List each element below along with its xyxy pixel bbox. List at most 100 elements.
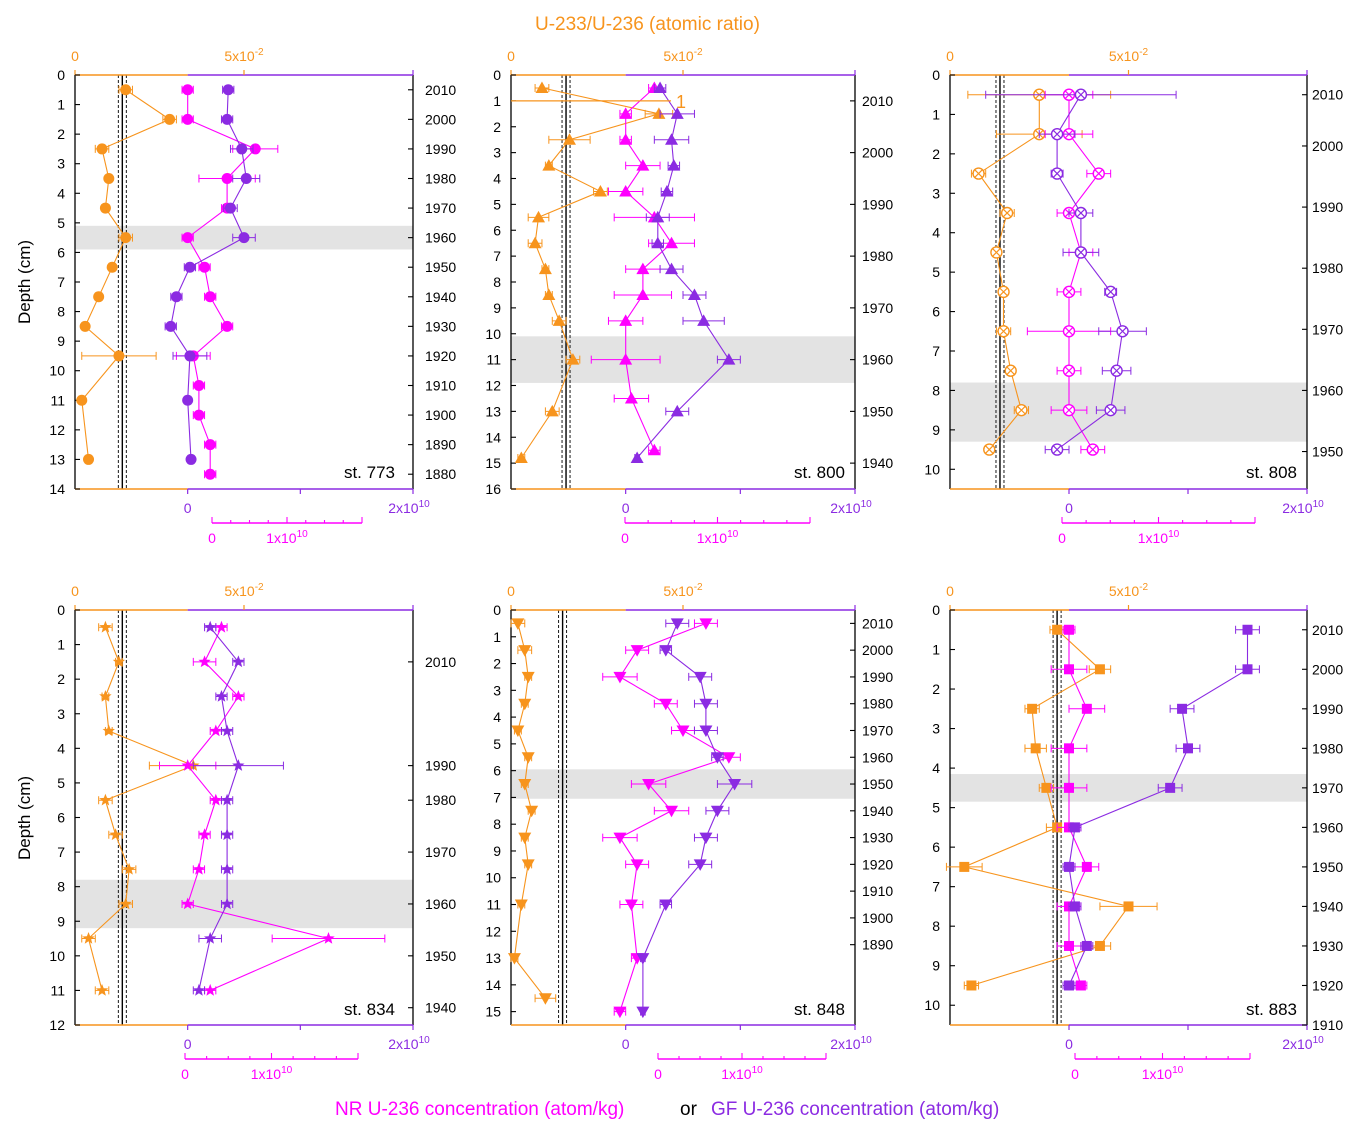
nr-tick-label: 1x1010 (1142, 1065, 1184, 1082)
y-axis-label: Depth (cm) (15, 240, 34, 324)
ratio-point (83, 453, 95, 465)
year-tick-label: 1950 (425, 948, 456, 964)
gf-point (220, 897, 234, 910)
ratio-point (652, 107, 666, 119)
depth-tick-label: 9 (57, 913, 65, 929)
ratio-point (79, 320, 91, 332)
ratio-point-cross (1017, 405, 1026, 415)
depth-tick-label: 10 (49, 948, 65, 964)
nr-point (209, 793, 222, 806)
nr-tick-label: 1x1010 (266, 529, 308, 546)
depth-tick-label: 0 (932, 67, 940, 83)
year-tick-label: 1920 (425, 348, 456, 364)
ratio-tick-label: 0 (71, 48, 79, 64)
ratio-point (518, 645, 532, 657)
ratio-line (977, 94, 1040, 450)
depth-tick-label: 4 (57, 740, 65, 756)
gf-tick-label: 0 (622, 1036, 630, 1052)
ratio-point (538, 993, 552, 1005)
gf-point (1242, 664, 1253, 675)
depth-tick-label: 1 (932, 642, 940, 658)
nr-point (676, 725, 690, 737)
gf-point (651, 210, 665, 223)
nr-point (204, 468, 216, 480)
year-tick-label: 1960 (425, 230, 456, 246)
nr-point (193, 380, 205, 391)
year-tick-label: 1960 (862, 749, 893, 765)
ratio-point (112, 655, 126, 668)
ratio-point (514, 451, 528, 463)
gf-point (232, 655, 245, 668)
year-tick-label: 1880 (425, 466, 456, 482)
depth-tick-label: 7 (493, 248, 501, 264)
ratio-point (93, 291, 105, 303)
nr-point (221, 320, 233, 332)
nr-point (182, 84, 194, 96)
ratio-point (99, 690, 112, 702)
depth-tick-label: 15 (485, 1004, 501, 1020)
ratio-point (528, 236, 542, 249)
gf-point (224, 202, 236, 214)
ratio-point-cross (984, 445, 994, 454)
gf-point (687, 288, 701, 300)
ratio-point (511, 725, 525, 737)
gf-point (220, 828, 234, 841)
gf-point (1081, 940, 1092, 951)
year-tick-label: 1890 (425, 437, 456, 453)
gf-point-cross (1118, 327, 1127, 336)
year-tick-label: 2010 (862, 93, 893, 109)
ratio-point (82, 932, 95, 944)
gf-point (204, 932, 217, 944)
nr-point (1064, 664, 1074, 675)
depth-tick-label: 4 (57, 185, 65, 201)
ratio-point (518, 779, 532, 791)
nr-tick-label: 1x1010 (721, 1065, 763, 1082)
gf-point (240, 173, 252, 184)
year-tick-label: 2010 (425, 654, 456, 670)
depth-tick-label: 0 (57, 602, 65, 618)
gf-point (236, 143, 248, 155)
depth-tick-label: 4 (932, 760, 940, 776)
ratio-point (120, 84, 132, 96)
nr-point (619, 184, 633, 197)
bottom-label-nr: NR U-236 concentration (atom/kg) (335, 1099, 625, 1120)
nr-point (204, 291, 216, 303)
year-tick-label: 1940 (425, 1000, 456, 1016)
ratio-point-cross (974, 169, 983, 178)
year-tick-label: 2000 (1312, 661, 1343, 677)
depth-tick-label: 11 (50, 982, 65, 998)
depth-tick-label: 5 (932, 800, 940, 816)
year-tick-label: 1990 (862, 196, 893, 212)
year-tick-label: 2010 (862, 615, 893, 631)
nr-point (619, 133, 633, 145)
nr-point (221, 173, 233, 184)
depth-tick-label: 0 (932, 602, 940, 618)
panel-808: 0 5x10-2 0 2x1010 0 1x1010 0 1 2 3 4 5 6 7 8 9 10 2010 200… (924, 47, 1343, 546)
nr-tick-label: 1x1010 (251, 1065, 293, 1082)
year-tick-label: 1930 (1312, 938, 1343, 954)
gf-point (651, 236, 665, 249)
gf-point (215, 690, 228, 702)
ratio-point (545, 404, 559, 417)
ratio-point (514, 899, 528, 912)
year-tick-label: 1990 (1312, 701, 1343, 717)
gf-point (170, 291, 182, 303)
ratio-point-cross (1002, 208, 1012, 218)
ratio-point (518, 832, 532, 845)
year-tick-label: 1970 (1312, 321, 1343, 337)
depth-tick-label: 0 (493, 602, 501, 618)
nr-tick-label: 1x1010 (1138, 529, 1180, 546)
gf-point (693, 671, 707, 684)
gf-point (699, 698, 713, 711)
nr-point (619, 107, 633, 119)
depth-tick-label: 7 (932, 879, 940, 895)
nr-point (722, 752, 736, 764)
top-axis-title: U-233/U-236 (atomic ratio) (535, 14, 760, 35)
year-tick-label: 1890 (862, 937, 893, 953)
gf-point (220, 793, 234, 806)
gf-line (170, 89, 247, 460)
ratio-point (1094, 664, 1105, 675)
gf-point (665, 133, 679, 145)
year-tick-label: 1980 (425, 171, 456, 187)
nr-point-cross (1064, 327, 1074, 336)
